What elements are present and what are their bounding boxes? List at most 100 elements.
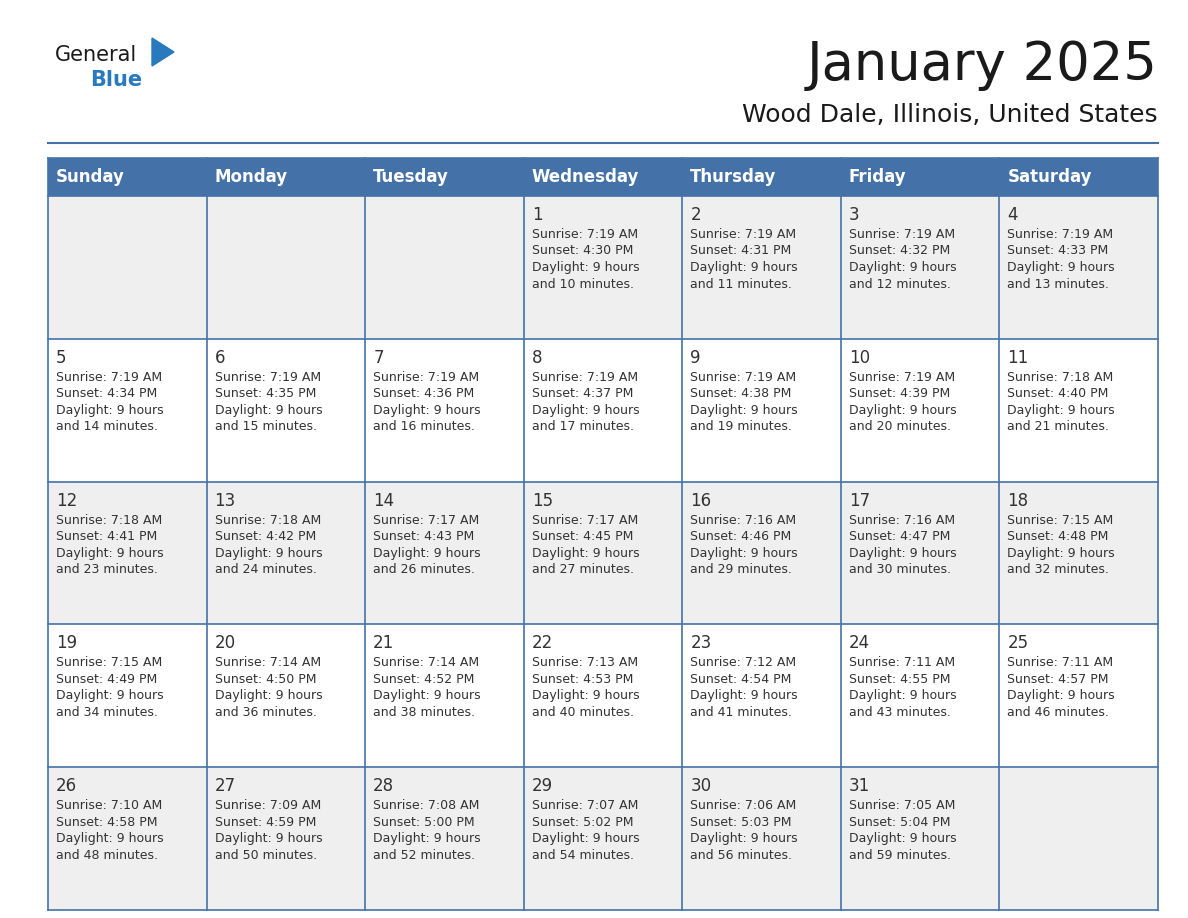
Text: and 46 minutes.: and 46 minutes. — [1007, 706, 1110, 719]
Text: and 38 minutes.: and 38 minutes. — [373, 706, 475, 719]
Text: Sunrise: 7:15 AM: Sunrise: 7:15 AM — [56, 656, 163, 669]
Text: Saturday: Saturday — [1007, 168, 1092, 186]
Text: Tuesday: Tuesday — [373, 168, 449, 186]
Text: and 24 minutes.: and 24 minutes. — [215, 563, 316, 577]
Text: Daylight: 9 hours: Daylight: 9 hours — [690, 833, 798, 845]
Text: Sunset: 4:55 PM: Sunset: 4:55 PM — [849, 673, 950, 686]
Text: 22: 22 — [532, 634, 552, 653]
Text: and 19 minutes.: and 19 minutes. — [690, 420, 792, 433]
Text: 1: 1 — [532, 206, 543, 224]
Text: Daylight: 9 hours: Daylight: 9 hours — [690, 261, 798, 274]
Text: Sunrise: 7:19 AM: Sunrise: 7:19 AM — [532, 228, 638, 241]
Text: 13: 13 — [215, 492, 236, 509]
Text: Daylight: 9 hours: Daylight: 9 hours — [56, 546, 164, 560]
Text: 20: 20 — [215, 634, 235, 653]
Text: Daylight: 9 hours: Daylight: 9 hours — [849, 261, 956, 274]
Text: 14: 14 — [373, 492, 394, 509]
Text: 21: 21 — [373, 634, 394, 653]
Text: Daylight: 9 hours: Daylight: 9 hours — [532, 546, 639, 560]
Text: Daylight: 9 hours: Daylight: 9 hours — [849, 404, 956, 417]
Text: Daylight: 9 hours: Daylight: 9 hours — [532, 689, 639, 702]
Text: and 56 minutes.: and 56 minutes. — [690, 849, 792, 862]
Text: and 30 minutes.: and 30 minutes. — [849, 563, 950, 577]
Text: Friday: Friday — [849, 168, 906, 186]
Text: and 21 minutes.: and 21 minutes. — [1007, 420, 1110, 433]
Text: Sunrise: 7:19 AM: Sunrise: 7:19 AM — [532, 371, 638, 384]
Text: 7: 7 — [373, 349, 384, 367]
Text: Thursday: Thursday — [690, 168, 777, 186]
Text: and 40 minutes.: and 40 minutes. — [532, 706, 633, 719]
Text: and 54 minutes.: and 54 minutes. — [532, 849, 633, 862]
Text: Sunset: 4:46 PM: Sunset: 4:46 PM — [690, 530, 791, 543]
Text: Sunset: 4:50 PM: Sunset: 4:50 PM — [215, 673, 316, 686]
Text: Sunset: 4:42 PM: Sunset: 4:42 PM — [215, 530, 316, 543]
Text: Sunrise: 7:19 AM: Sunrise: 7:19 AM — [849, 228, 955, 241]
Text: 30: 30 — [690, 778, 712, 795]
Text: 24: 24 — [849, 634, 870, 653]
Bar — [48, 339, 1158, 482]
Text: Sunset: 4:52 PM: Sunset: 4:52 PM — [373, 673, 474, 686]
Text: Sunset: 4:37 PM: Sunset: 4:37 PM — [532, 387, 633, 400]
Text: Sunrise: 7:18 AM: Sunrise: 7:18 AM — [1007, 371, 1113, 384]
Text: Sunset: 5:04 PM: Sunset: 5:04 PM — [849, 816, 950, 829]
Text: Daylight: 9 hours: Daylight: 9 hours — [849, 689, 956, 702]
Text: 26: 26 — [56, 778, 77, 795]
Text: Sunset: 5:03 PM: Sunset: 5:03 PM — [690, 816, 791, 829]
Text: and 48 minutes.: and 48 minutes. — [56, 849, 158, 862]
Text: Wood Dale, Illinois, United States: Wood Dale, Illinois, United States — [742, 103, 1158, 127]
Text: 8: 8 — [532, 349, 542, 367]
Text: 17: 17 — [849, 492, 870, 509]
Polygon shape — [152, 38, 173, 66]
Text: Sunset: 4:53 PM: Sunset: 4:53 PM — [532, 673, 633, 686]
Text: 19: 19 — [56, 634, 77, 653]
Text: Sunrise: 7:15 AM: Sunrise: 7:15 AM — [1007, 513, 1113, 527]
Bar — [48, 624, 1158, 767]
Text: Sunset: 4:54 PM: Sunset: 4:54 PM — [690, 673, 791, 686]
Text: Sunrise: 7:08 AM: Sunrise: 7:08 AM — [373, 800, 480, 812]
Bar — [48, 196, 1158, 339]
Text: Wednesday: Wednesday — [532, 168, 639, 186]
Text: and 34 minutes.: and 34 minutes. — [56, 706, 158, 719]
Text: Sunrise: 7:07 AM: Sunrise: 7:07 AM — [532, 800, 638, 812]
Text: Sunset: 4:59 PM: Sunset: 4:59 PM — [215, 816, 316, 829]
Text: Sunset: 4:38 PM: Sunset: 4:38 PM — [690, 387, 791, 400]
Text: 15: 15 — [532, 492, 552, 509]
Text: Sunset: 4:45 PM: Sunset: 4:45 PM — [532, 530, 633, 543]
Text: Daylight: 9 hours: Daylight: 9 hours — [849, 546, 956, 560]
Text: Sunrise: 7:19 AM: Sunrise: 7:19 AM — [56, 371, 162, 384]
Text: and 11 minutes.: and 11 minutes. — [690, 277, 792, 290]
Text: and 15 minutes.: and 15 minutes. — [215, 420, 316, 433]
Text: and 17 minutes.: and 17 minutes. — [532, 420, 633, 433]
Text: Sunrise: 7:14 AM: Sunrise: 7:14 AM — [373, 656, 479, 669]
Text: and 13 minutes.: and 13 minutes. — [1007, 277, 1110, 290]
Text: 23: 23 — [690, 634, 712, 653]
Text: Sunrise: 7:13 AM: Sunrise: 7:13 AM — [532, 656, 638, 669]
Text: 2: 2 — [690, 206, 701, 224]
Text: and 29 minutes.: and 29 minutes. — [690, 563, 792, 577]
Text: Daylight: 9 hours: Daylight: 9 hours — [532, 833, 639, 845]
Text: and 26 minutes.: and 26 minutes. — [373, 563, 475, 577]
Text: and 14 minutes.: and 14 minutes. — [56, 420, 158, 433]
Text: Sunrise: 7:05 AM: Sunrise: 7:05 AM — [849, 800, 955, 812]
Text: Sunset: 4:31 PM: Sunset: 4:31 PM — [690, 244, 791, 258]
Text: 3: 3 — [849, 206, 859, 224]
Text: Sunset: 4:36 PM: Sunset: 4:36 PM — [373, 387, 474, 400]
Text: January 2025: January 2025 — [807, 39, 1158, 91]
Text: Sunrise: 7:19 AM: Sunrise: 7:19 AM — [1007, 228, 1113, 241]
Text: and 41 minutes.: and 41 minutes. — [690, 706, 792, 719]
Text: Sunset: 4:30 PM: Sunset: 4:30 PM — [532, 244, 633, 258]
Text: Daylight: 9 hours: Daylight: 9 hours — [215, 546, 322, 560]
Text: Sunset: 4:34 PM: Sunset: 4:34 PM — [56, 387, 157, 400]
Text: Sunset: 4:32 PM: Sunset: 4:32 PM — [849, 244, 950, 258]
Text: Sunrise: 7:09 AM: Sunrise: 7:09 AM — [215, 800, 321, 812]
Text: Sunset: 4:33 PM: Sunset: 4:33 PM — [1007, 244, 1108, 258]
Text: Sunrise: 7:18 AM: Sunrise: 7:18 AM — [56, 513, 163, 527]
Text: Daylight: 9 hours: Daylight: 9 hours — [373, 546, 481, 560]
Text: Sunrise: 7:16 AM: Sunrise: 7:16 AM — [849, 513, 955, 527]
Text: 31: 31 — [849, 778, 870, 795]
Text: Sunrise: 7:19 AM: Sunrise: 7:19 AM — [849, 371, 955, 384]
Text: Sunrise: 7:11 AM: Sunrise: 7:11 AM — [1007, 656, 1113, 669]
Text: Sunrise: 7:19 AM: Sunrise: 7:19 AM — [215, 371, 321, 384]
Text: Sunset: 4:39 PM: Sunset: 4:39 PM — [849, 387, 950, 400]
Text: Sunrise: 7:06 AM: Sunrise: 7:06 AM — [690, 800, 796, 812]
